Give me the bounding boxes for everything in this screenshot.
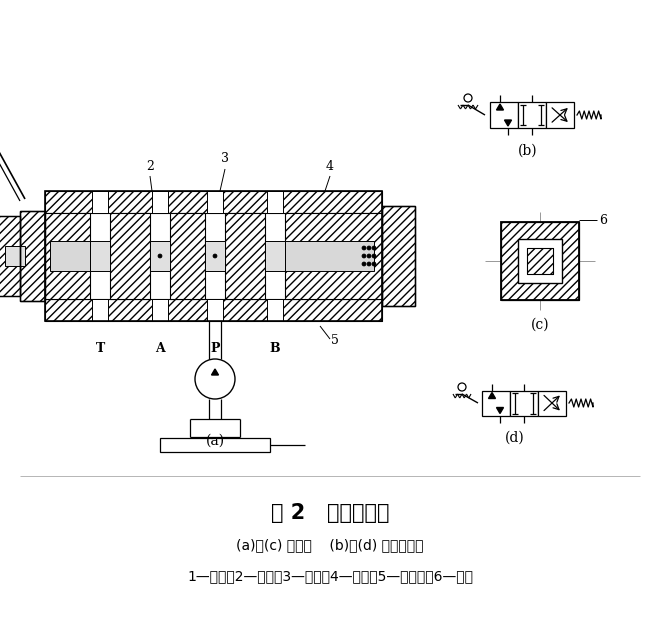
Bar (382, 206, 415, 306)
Circle shape (362, 262, 366, 266)
Text: (c): (c) (531, 318, 549, 332)
Circle shape (464, 94, 472, 102)
Bar (518, 239, 562, 283)
Bar (170, 213, 205, 299)
Polygon shape (496, 408, 504, 413)
Text: (d): (d) (505, 431, 525, 444)
Bar (265, 241, 285, 271)
Text: P: P (211, 342, 220, 356)
Circle shape (362, 254, 366, 258)
Text: 3: 3 (221, 152, 229, 165)
Bar (510, 390, 538, 415)
Text: 5: 5 (331, 335, 339, 347)
Circle shape (372, 262, 376, 266)
Bar (152, 299, 168, 321)
Bar (382, 206, 415, 306)
Circle shape (367, 262, 371, 266)
Circle shape (213, 254, 217, 258)
Text: 2: 2 (146, 160, 154, 173)
Text: 4: 4 (326, 160, 334, 173)
Bar (0, 216, 20, 296)
Bar (110, 213, 150, 299)
Bar (90, 241, 110, 271)
Circle shape (367, 254, 371, 258)
Bar (501, 222, 579, 300)
Text: (a)、(c) 结构图    (b)、(d) 职能符号图: (a)、(c) 结构图 (b)、(d) 职能符号图 (236, 538, 424, 552)
Bar (150, 241, 170, 271)
Bar (285, 213, 382, 299)
Text: B: B (270, 342, 280, 356)
Bar (490, 102, 518, 128)
Bar (45, 191, 382, 321)
Bar (92, 191, 108, 213)
Text: 图 2   手动换向阀: 图 2 手动换向阀 (271, 503, 389, 523)
Bar (0, 216, 20, 296)
Bar (45, 241, 382, 271)
Circle shape (372, 246, 376, 250)
Circle shape (158, 254, 162, 258)
Bar (527, 248, 553, 274)
Bar (267, 299, 283, 321)
Text: 1—手柄；2—阀芯；3—阀体；4—弹簧；5—定位套；6—钔球: 1—手柄；2—阀芯；3—阀体；4—弹簧；5—定位套；6—钔球 (187, 569, 473, 583)
Text: (b): (b) (518, 144, 538, 158)
Bar (160, 438, 270, 452)
Bar (45, 299, 382, 321)
Text: T: T (96, 342, 105, 356)
Bar (285, 241, 374, 271)
Bar (45, 213, 90, 299)
Polygon shape (496, 104, 504, 110)
Text: 6: 6 (599, 213, 607, 226)
Bar (267, 191, 283, 213)
Bar (482, 390, 510, 415)
Bar (225, 213, 265, 299)
Text: A: A (155, 342, 165, 356)
Bar (527, 248, 553, 274)
Circle shape (458, 383, 466, 391)
Bar (205, 241, 225, 271)
Bar (5, 246, 25, 266)
Bar (50, 241, 90, 271)
Polygon shape (504, 120, 512, 126)
Bar (20, 211, 45, 301)
Bar (92, 299, 108, 321)
Bar (501, 222, 579, 300)
Bar (45, 191, 382, 213)
Circle shape (195, 359, 235, 399)
Circle shape (372, 254, 376, 258)
Polygon shape (211, 369, 218, 375)
Circle shape (367, 246, 371, 250)
Circle shape (362, 246, 366, 250)
Bar (546, 102, 574, 128)
Bar (152, 191, 168, 213)
Text: (a): (a) (205, 434, 224, 448)
Polygon shape (488, 392, 496, 399)
Bar (518, 102, 546, 128)
Bar (207, 299, 223, 321)
Bar (207, 191, 223, 213)
Bar (20, 211, 45, 301)
Bar (538, 390, 566, 415)
